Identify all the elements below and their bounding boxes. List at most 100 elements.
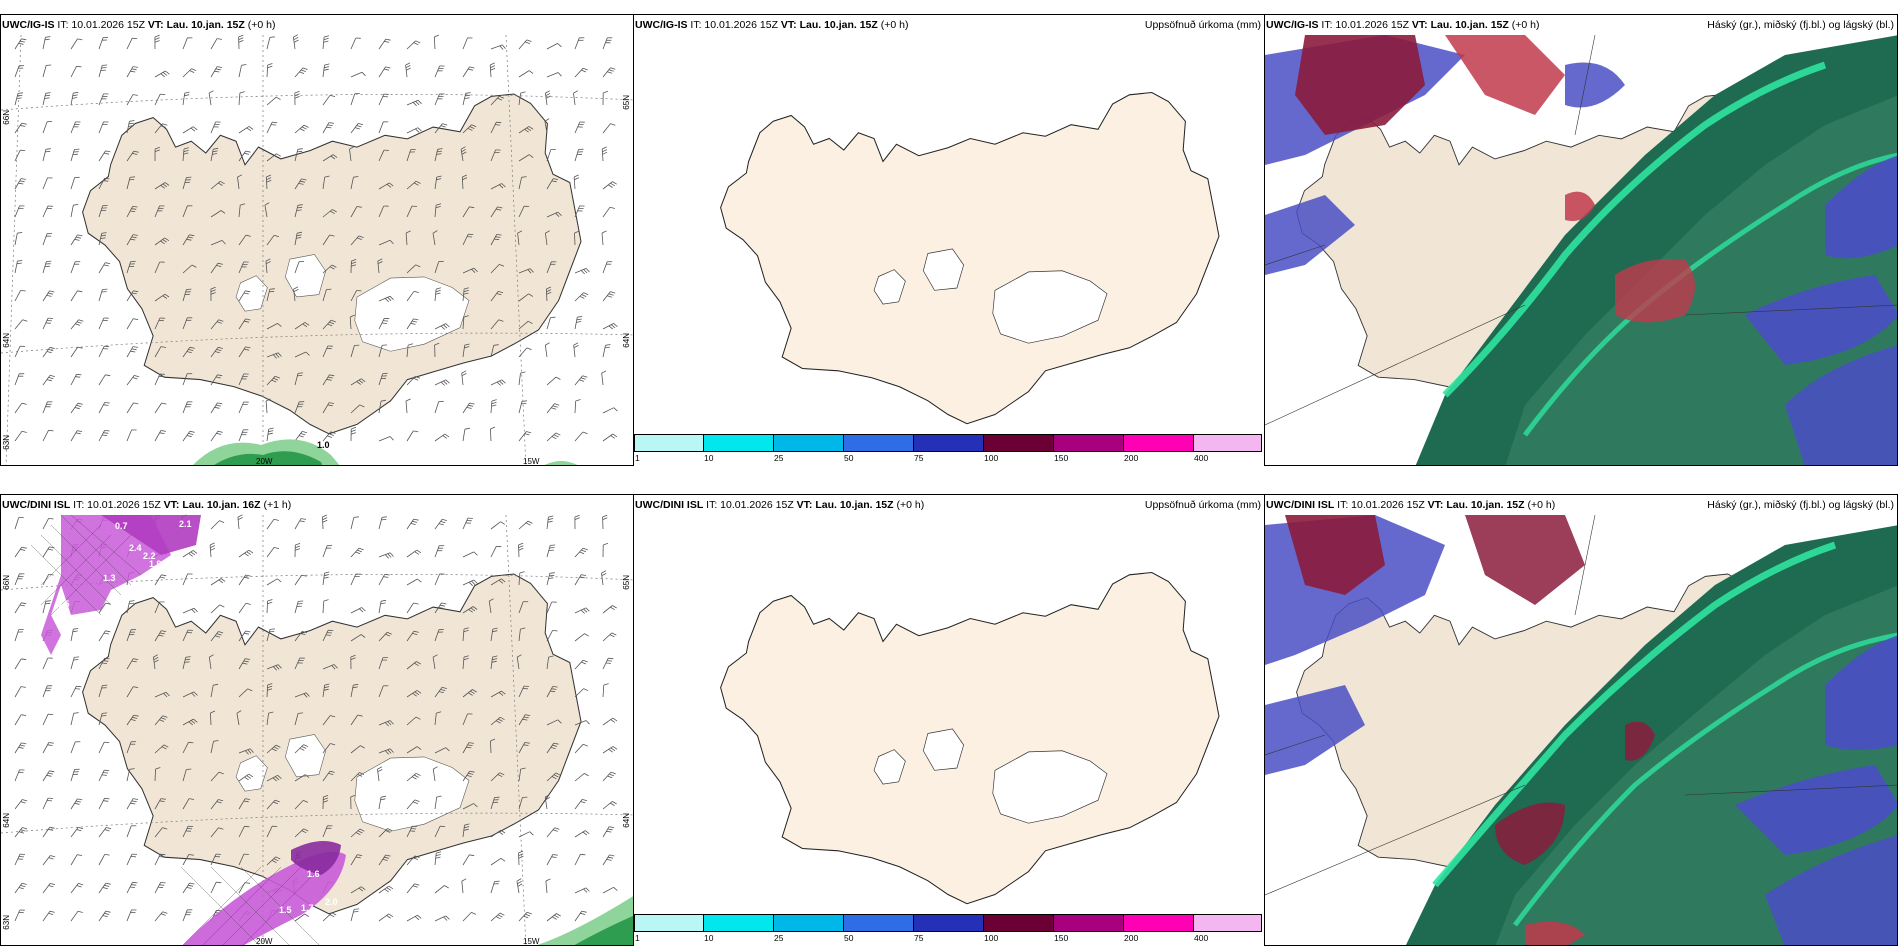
- wind-barb-flag: [499, 45, 504, 50]
- wind-barb-flag: [130, 350, 136, 353]
- wind-barb-flag: [551, 407, 557, 410]
- wind-barb: [154, 94, 161, 106]
- wind-barb-flag: [465, 94, 471, 97]
- wind-barb-flag: [104, 657, 110, 660]
- wind-barb: [210, 430, 219, 442]
- wind-barb-flag: [463, 287, 470, 290]
- wind-barb-flag: [269, 36, 275, 38]
- wind-barb-flag: [461, 370, 467, 374]
- wind-barb-flag: [613, 887, 618, 891]
- contour-label: 2.1: [179, 519, 192, 529]
- wind-barb-flag: [303, 693, 308, 698]
- wind-barb-flag: [329, 374, 335, 377]
- wind-barb-flag: [189, 346, 195, 349]
- wind-barb: [266, 352, 279, 358]
- wind-barb-flag: [501, 690, 506, 695]
- wind-barb: [518, 206, 525, 218]
- wind-barb: [238, 65, 242, 78]
- wind-barb-flag: [585, 887, 590, 892]
- wind-barb-flag: [212, 150, 218, 153]
- wind-barb: [266, 664, 279, 670]
- wind-barb: [126, 177, 131, 190]
- wind-barb: [182, 607, 195, 614]
- wind-barb-flag: [21, 882, 27, 885]
- wind-barb-flag: [415, 180, 421, 184]
- wind-barb-flag: [436, 795, 442, 798]
- wind-barb-flag: [48, 377, 54, 380]
- wind-barb-flag: [613, 323, 618, 328]
- wind-barb: [154, 691, 167, 698]
- valid-time: Lau. 10.jan. 15Z: [799, 19, 878, 31]
- wind-barb-flag: [159, 800, 165, 802]
- wind-barb-flag: [528, 70, 534, 74]
- wind-barb-flag: [331, 912, 337, 916]
- wind-barb: [350, 828, 361, 838]
- wind-barb: [14, 402, 23, 414]
- wind-barb-flag: [492, 630, 498, 633]
- wind-barb: [14, 686, 22, 698]
- wind-barb-flag: [16, 262, 22, 265]
- wind-barb-flag: [131, 800, 137, 803]
- wind-barb: [210, 685, 214, 698]
- wind-barb-flag: [550, 747, 556, 749]
- wind-barb: [293, 289, 296, 302]
- wind-barb: [42, 518, 49, 530]
- wind-barb-flag: [130, 802, 136, 805]
- wind-barb-flag: [131, 208, 137, 210]
- wind-barb-flag: [436, 711, 442, 714]
- wind-barb-flag: [162, 239, 167, 243]
- wind-barb: [406, 914, 418, 922]
- wind-barb-flag: [497, 206, 503, 209]
- wind-barb: [126, 402, 134, 414]
- wind-barb-flag: [218, 827, 224, 830]
- wind-barb-flag: [585, 268, 590, 273]
- wind-barb-flag: [325, 634, 331, 636]
- wind-barb-flag: [75, 376, 81, 378]
- wind-barb-flag: [17, 95, 23, 97]
- wind-barb: [266, 429, 270, 442]
- wind-barb-flag: [103, 800, 109, 802]
- valid-label: VT:: [1427, 499, 1444, 511]
- wind-barb-flag: [490, 67, 496, 71]
- wind-barb-flag: [608, 657, 614, 660]
- wind-barb-flag: [382, 859, 388, 861]
- wind-barb-flag: [45, 36, 51, 38]
- wind-barb-flag: [519, 571, 525, 574]
- wind-barb: [462, 606, 474, 614]
- wind-barb-flag: [607, 775, 613, 779]
- map-panel-wind-bottom: 0.5 2.1 2.4 2.2 1.9 0.7 1.3 1.5 1.7 2.0 …: [0, 494, 634, 946]
- wind-barb-flag: [301, 631, 308, 634]
- wind-barb-flag: [133, 658, 139, 660]
- wind-barb-flag: [49, 346, 55, 349]
- wind-barb-flag: [154, 149, 160, 152]
- contour-label: 1.5: [279, 905, 292, 915]
- wind-barb: [462, 770, 471, 782]
- colorbar-swatch: [634, 434, 704, 452]
- wind-barb: [546, 854, 554, 866]
- wind-barb-flag: [602, 151, 608, 155]
- wind-barb-flag: [158, 886, 164, 889]
- wind-barb-flag: [74, 407, 80, 410]
- wind-barb-flag: [216, 265, 222, 267]
- wind-barb: [432, 233, 436, 246]
- wind-barb: [490, 183, 502, 190]
- wind-barb-flag: [212, 153, 218, 155]
- wind-barb-flag: [388, 913, 394, 918]
- wind-barb-flag: [387, 296, 392, 302]
- wind-barb: [518, 572, 521, 586]
- precip-map: [634, 15, 1264, 445]
- wind-barb: [378, 93, 385, 106]
- wind-barb-flag: [265, 258, 271, 262]
- wind-barb-flag: [183, 152, 189, 155]
- wind-barb: [182, 126, 194, 134]
- wind-barb-flag: [546, 291, 552, 295]
- wind-barb: [126, 66, 134, 78]
- wind-barb-flag: [471, 124, 477, 128]
- wind-barb-flag: [549, 547, 555, 549]
- wind-barb-flag: [267, 63, 273, 66]
- wind-barb-flag: [187, 236, 193, 239]
- wind-barb-flag: [275, 665, 280, 670]
- map-panel-precip-top: UWC/IG-IS IT: 10.01.2026 15Z VT: Lau. 10…: [634, 14, 1264, 466]
- wind-barb-flag: [293, 36, 299, 41]
- wind-barb: [518, 177, 522, 190]
